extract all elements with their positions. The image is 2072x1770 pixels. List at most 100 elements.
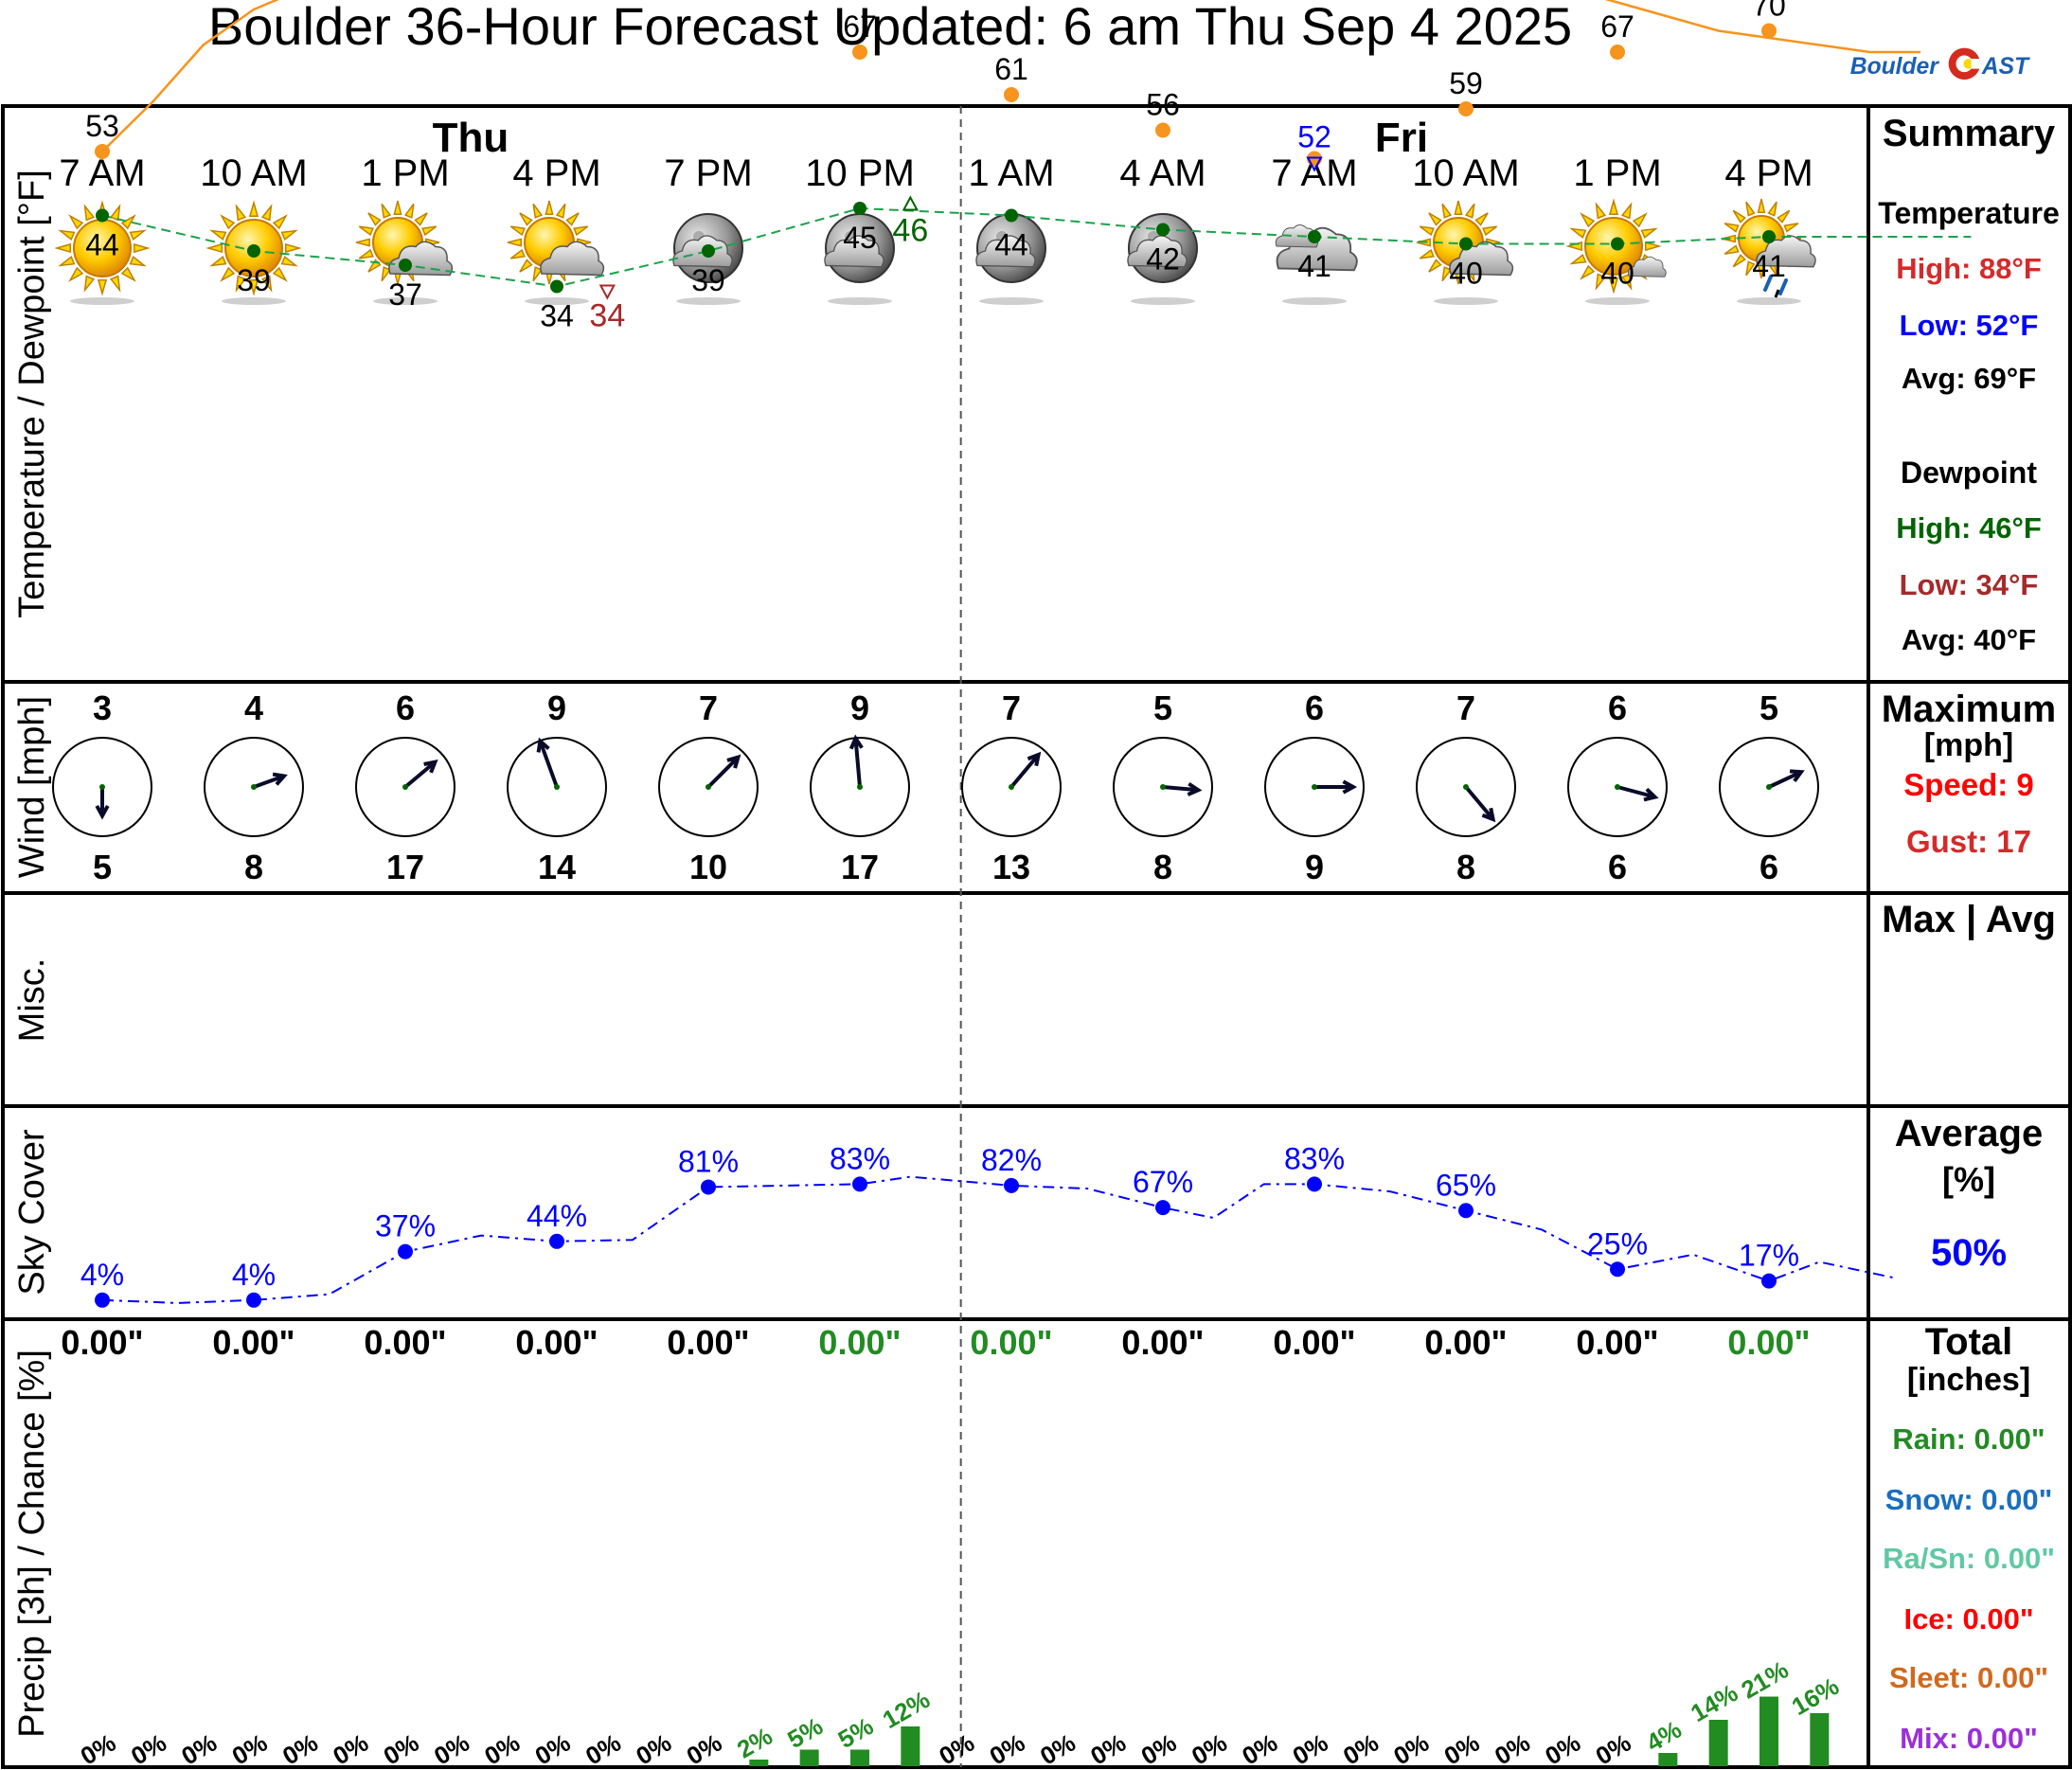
summary-precip-unit: [inches] [1907, 1362, 2030, 1398]
sky-label: 83% [830, 1141, 890, 1175]
precip-chance-label: 0% [479, 1728, 525, 1770]
cloud-icon [1756, 235, 1816, 268]
precip-chance-label: 5% [833, 1711, 879, 1754]
precip-chance-label: 0% [1439, 1728, 1485, 1770]
dew-point [1610, 237, 1624, 251]
icon-shadow [524, 297, 589, 305]
temp-point [851, 45, 867, 60]
precip-chance-label: 0% [176, 1728, 222, 1770]
precip-chance-label: 0% [1187, 1728, 1232, 1770]
precip-chance-label: 0% [126, 1728, 171, 1770]
precip-amount-label: 0.00" [1727, 1323, 1810, 1362]
wind-arrow [1162, 785, 1199, 793]
wind-gust-label: 10 [689, 848, 727, 886]
wind-dial [657, 737, 759, 837]
wind-arrow [253, 774, 285, 789]
wind-center [1765, 784, 1772, 790]
sun-icon [507, 200, 592, 285]
precip-amount-label: 0.00" [667, 1323, 749, 1362]
wind-arrowhead [1187, 781, 1203, 796]
sky-point [700, 1179, 716, 1195]
wind-speed-label: 9 [850, 688, 869, 727]
sky-point [245, 1292, 261, 1308]
precip-chance-label: 0% [76, 1728, 121, 1770]
cloud-icon [540, 241, 605, 277]
time-label: 10 AM [200, 152, 307, 194]
summary-temperature: Temperature [1878, 196, 2059, 230]
time-label: 4 PM [1724, 152, 1813, 194]
wind-speed-label: 6 [1305, 688, 1324, 727]
summary-wind-gust: Gust: 17 [1906, 824, 2031, 859]
precip-amount-label: 0.00" [1273, 1323, 1355, 1362]
wind-arrowhead [423, 759, 438, 774]
precip-chance-label: 0% [429, 1728, 474, 1770]
wind-gust-label: 13 [992, 848, 1030, 886]
icon-shadow [221, 297, 286, 305]
wind-gust-label: 6 [1759, 848, 1778, 886]
rain-drop-icon [1763, 275, 1773, 292]
wind-center [553, 784, 560, 790]
wind-center [1311, 784, 1317, 790]
wind-gust-label: 8 [1153, 848, 1172, 886]
icon-shadow [1433, 297, 1498, 305]
icon-shadow [1584, 297, 1650, 305]
dew-low-marker [598, 284, 616, 300]
logo-text-left: Boulder [1850, 54, 1939, 80]
wind-arrow [1009, 753, 1041, 789]
wind-gust-label: 5 [93, 848, 112, 886]
precip-chance-label: 0% [1591, 1728, 1636, 1770]
wind-center [1008, 784, 1014, 790]
dew-label: 39 [237, 263, 271, 297]
panel-frames [1, 104, 2072, 1769]
temp-point [1003, 87, 1019, 102]
sky-label: 4% [232, 1258, 276, 1292]
wind-center [1462, 784, 1469, 790]
wind-center [99, 784, 105, 790]
summary-rasn: Ra/Sn: 0.00" [1883, 1542, 2055, 1575]
wind-speed-label: 7 [1002, 688, 1021, 727]
dew-high-label: 46 [892, 213, 928, 249]
wind-panel: 3 5 4 8 6 17 9 14 7 10 9 17 7 13 5 8 6 9 7 8 6 6 5 6 Wind [mph] [12, 688, 1819, 886]
precip-panel: 0.00" 0.00" 0.00" 0.00" 0.00" 0.00" 0.00" 0.00"… [12, 1323, 1844, 1770]
wind-arrowhead [726, 754, 741, 769]
summary-misc-header: Max | Avg [1882, 899, 2056, 940]
wind-speed-label: 6 [396, 688, 415, 727]
page-title: Boulder 36-Hour Forecast Updated: 6 am T… [207, 0, 1573, 56]
dew-label: 41 [1297, 249, 1331, 283]
partly-cloudy-day-icon [507, 200, 605, 305]
dew-label: 34 [540, 299, 574, 333]
precip-amount-label: 0.00" [61, 1323, 143, 1362]
icon-shadow [978, 297, 1044, 305]
precip-amount-label: 0.00" [1121, 1323, 1204, 1362]
sky-label: 37% [375, 1209, 436, 1243]
precip-chance-label: 0% [934, 1728, 979, 1770]
wind-arrow [1464, 785, 1495, 821]
precip-chance-bar [849, 1749, 869, 1766]
wind-arrow [706, 756, 740, 789]
sky-label: 67% [1133, 1165, 1193, 1199]
sun-icon [1565, 198, 1662, 295]
temp-point [1609, 45, 1625, 60]
summary-dew-avg: Avg: 40°F [1902, 623, 2036, 656]
precip-chance-label: 0% [581, 1728, 626, 1770]
wind-dial [1566, 737, 1668, 837]
sky-label: 65% [1436, 1168, 1496, 1202]
dew-point [398, 259, 412, 272]
temp-label: 61 [994, 52, 1028, 86]
temp-point [95, 144, 110, 159]
wind-center [705, 784, 711, 790]
time-label: 7 PM [664, 152, 752, 194]
dew-label: 39 [691, 263, 725, 297]
temp-point [1457, 101, 1474, 116]
time-label: 4 AM [1119, 152, 1206, 194]
temp-label: 67 [843, 9, 877, 44]
dew-label: 42 [1146, 242, 1180, 277]
day-label-thu: Thu [433, 115, 509, 161]
dew-label: 37 [388, 277, 422, 312]
wind-arrow [1617, 785, 1656, 799]
wind-arrowhead [272, 772, 288, 786]
precip-chance-bar [1708, 1720, 1728, 1766]
wind-speed-label: 7 [699, 688, 718, 727]
sky-cover-panel: 4% 4% 37% 44% 81% 83% 82% 67% 83% 65% 25% 17% Sky Co… [12, 1129, 1896, 1308]
temperature-panel: 5378868067615659677044393734394544424140… [12, 0, 1972, 618]
